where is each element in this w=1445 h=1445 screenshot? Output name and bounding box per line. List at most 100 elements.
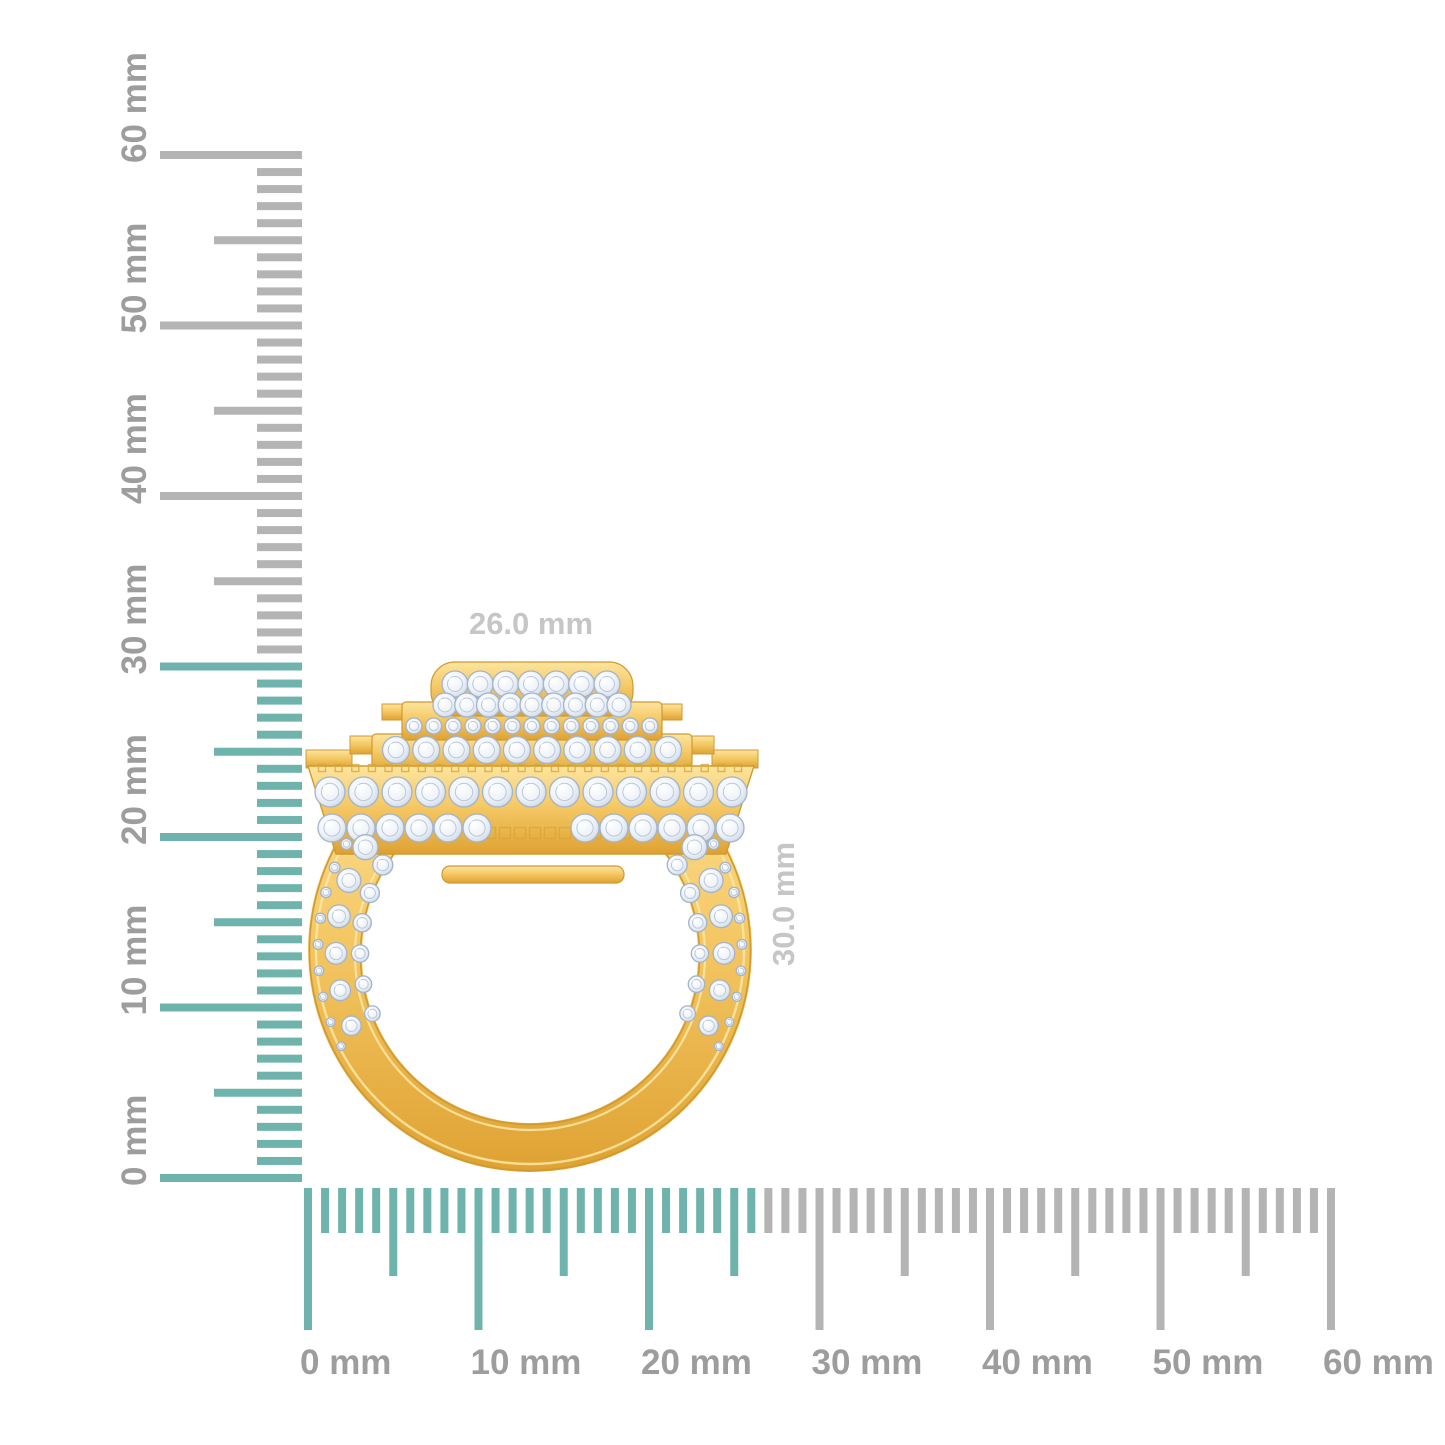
diamond-stone (532, 735, 562, 765)
stone-sparkle (731, 889, 734, 892)
stone-sparkle (441, 821, 447, 827)
stone-facets (538, 741, 556, 759)
ruler-tick (257, 457, 302, 466)
stone-facets (472, 675, 489, 693)
stone-facets (467, 720, 479, 732)
stone-girdle (472, 735, 501, 765)
stone-sparkle (335, 985, 340, 990)
stone-sparkle (591, 699, 597, 704)
stone-facets (417, 741, 435, 759)
diamond-stone (519, 692, 545, 718)
stone-sparkle (356, 784, 362, 791)
stone-girdle (731, 991, 743, 1003)
diamond-stone (682, 776, 715, 808)
texture-square (384, 763, 393, 773)
stone-girdle (502, 735, 532, 765)
stone-girdle (325, 1016, 336, 1028)
stone-sparkle (508, 722, 512, 726)
diamond-stone (441, 670, 469, 698)
diamond-stone (324, 941, 348, 965)
ruler-tick (257, 338, 302, 347)
ruler-tick (257, 1156, 302, 1165)
stone-sparkle (354, 821, 360, 827)
head-corner-step (659, 703, 683, 721)
stone-girdle (404, 813, 434, 843)
stone-sparkle (718, 948, 723, 953)
stone-sparkle (389, 743, 395, 749)
stone-facets (508, 741, 526, 759)
stone-sparkle (738, 968, 741, 971)
stone-facets (408, 720, 420, 732)
ruler-tick (257, 474, 302, 483)
stone-sparkle (569, 699, 575, 704)
stone-sparkle (607, 821, 613, 827)
stone-facets (670, 858, 684, 872)
stone-girdle (606, 692, 632, 718)
ruler-tick (1003, 1188, 1012, 1233)
diamond-stone (503, 717, 521, 735)
ruler-tick (474, 1188, 483, 1330)
ruler-tick (257, 764, 302, 773)
texture-square (683, 763, 693, 773)
ruler-tick (160, 492, 302, 500)
ruler-tick (257, 594, 302, 603)
ruler-tick (160, 321, 302, 330)
stone-girdle (582, 776, 614, 808)
diamond-stone (724, 1016, 735, 1028)
stone-sparkle (356, 949, 360, 953)
stone-facets (659, 741, 677, 759)
stone-sparkle (412, 821, 418, 827)
ruler-tick (257, 253, 302, 262)
ruler-tick (1105, 1188, 1114, 1233)
stone-facets (726, 1018, 733, 1026)
stone-sparkle (548, 699, 553, 704)
ruler-tick (257, 628, 302, 637)
diamond-stone (432, 692, 458, 718)
stone-facets (459, 697, 475, 713)
stone-sparkle (316, 968, 319, 971)
texture-square (558, 826, 572, 840)
ruler-tick (389, 1188, 398, 1276)
stone-facets (342, 840, 351, 848)
stone-sparkle (723, 821, 729, 827)
ruler-tick (1309, 1188, 1318, 1233)
ruler-tick (257, 526, 302, 535)
diamond-stone (317, 813, 347, 843)
stone-sparkle (715, 910, 720, 915)
stone-girdle (563, 735, 592, 765)
ruler-tick (257, 270, 302, 279)
ruler-tick (1173, 1188, 1182, 1233)
stone-girdle (621, 717, 639, 735)
stone-facets (428, 720, 439, 732)
diamond-stone (584, 692, 610, 718)
ruler-tick (696, 1188, 705, 1233)
stone-facets (329, 946, 343, 961)
stone-facets (354, 948, 366, 960)
stone-sparkle (601, 743, 607, 749)
texture-square (367, 763, 377, 773)
stone-facets (713, 983, 727, 997)
diamond-stone (679, 882, 701, 904)
texture-square (528, 826, 542, 840)
ruler-tick (662, 1188, 671, 1233)
stone-sparkle (490, 784, 496, 791)
texture-square (498, 826, 512, 840)
stone-facets (354, 782, 373, 802)
stone-girdle (515, 776, 547, 808)
stone-sparkle (578, 821, 584, 827)
stone-girdle (736, 938, 748, 950)
ruler-label: 0 mm (115, 1095, 154, 1186)
stone-girdle (503, 717, 521, 735)
ruler-label: 30 mm (115, 564, 154, 675)
stone-girdle (405, 717, 423, 735)
stone-girdle (354, 975, 373, 994)
stone-facets (468, 819, 486, 837)
stone-girdle (340, 837, 353, 851)
ruler-tick (257, 304, 302, 313)
stone-girdle (716, 776, 748, 808)
stone-girdle (707, 837, 720, 851)
stone-girdle (336, 1041, 347, 1052)
ruler-tick (257, 1020, 302, 1029)
stone-girdle (623, 735, 652, 765)
